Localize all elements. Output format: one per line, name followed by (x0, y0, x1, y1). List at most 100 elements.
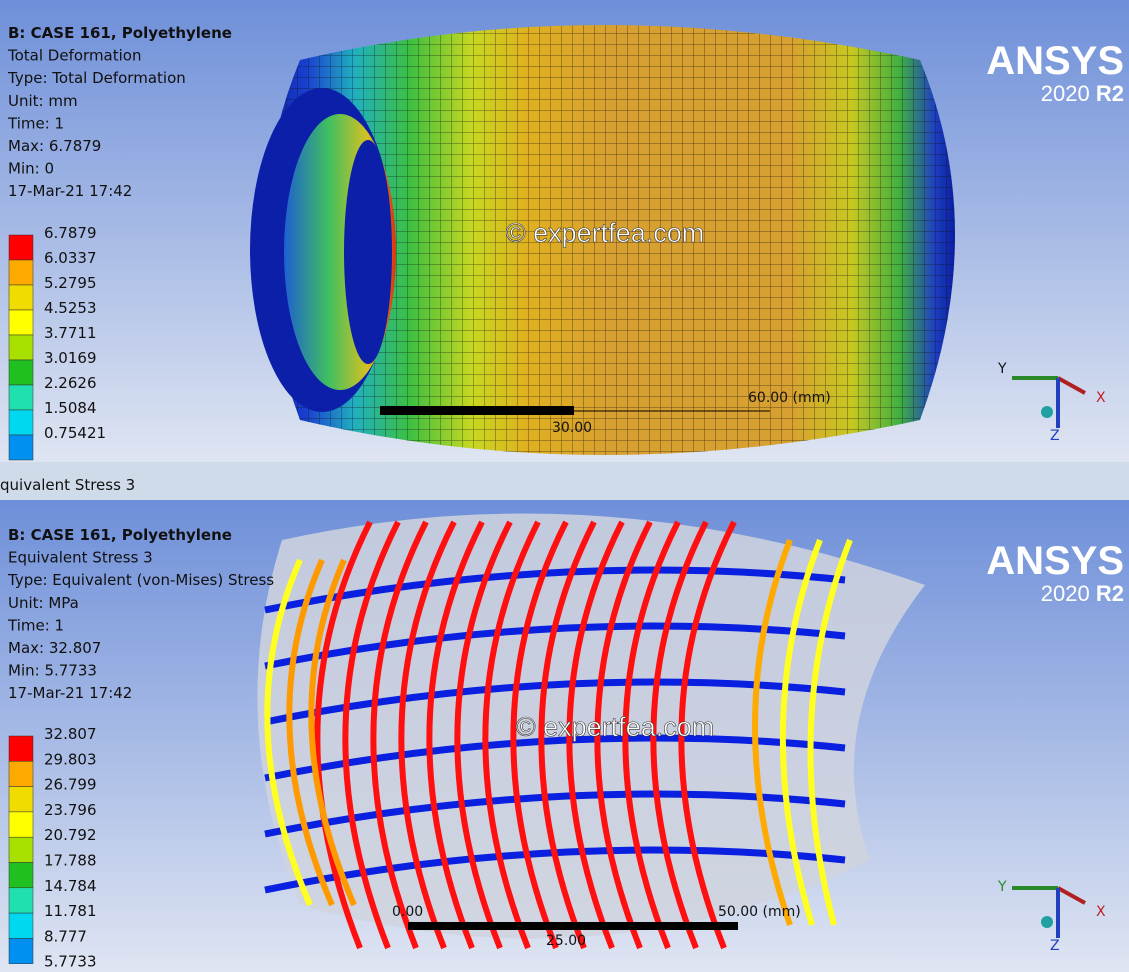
watermark: © expertfea.com (506, 218, 704, 248)
legend-swatch (8, 938, 34, 964)
stress-rib (678, 520, 737, 950)
release: R2 (1096, 581, 1124, 606)
legend-label: 14.784 (44, 877, 97, 895)
legend-swatch (8, 811, 34, 838)
legend-swatch (8, 359, 34, 386)
stress-rib (370, 520, 429, 950)
legend-label: 2.2626 (44, 374, 97, 392)
header-line: 17-Mar-21 17:42 (8, 182, 132, 200)
header-line: Equivalent Stress 3 (8, 549, 153, 567)
stress-model (257, 513, 925, 950)
axis-label: X (1096, 390, 1106, 406)
header-line: Max: 32.807 (8, 639, 101, 657)
header-line: Min: 0 (8, 160, 54, 178)
legend-label: 11.781 (44, 902, 97, 920)
header-line: Unit: MPa (8, 594, 79, 612)
legend-label: 5.2795 (44, 274, 97, 292)
tab-bar (0, 462, 1129, 500)
stress-rib (426, 520, 485, 950)
header-line: Unit: mm (8, 92, 78, 110)
legend-label: 8.777 (44, 927, 87, 945)
header-title: B: CASE 161, Polyethylene (8, 24, 232, 42)
legend-label: 29.803 (44, 750, 97, 768)
legend-swatch (8, 862, 34, 889)
stress-rib (264, 558, 313, 907)
stress-hoop (264, 846, 846, 894)
scale-label: 25.00 (546, 933, 586, 949)
barrel-model (250, 25, 955, 455)
legend-label: 20.792 (44, 826, 97, 844)
header-title: B: CASE 161, Polyethylene (8, 526, 232, 544)
header-line: Total Deformation (7, 47, 141, 65)
legend-label: 3.0169 (44, 349, 97, 367)
axis-label: Z (1050, 938, 1060, 954)
axis-label: X (1096, 904, 1106, 920)
legend-label: 26.799 (44, 776, 97, 794)
version-year: 2020 (1041, 81, 1090, 106)
axis-triad (1012, 376, 1086, 428)
stress-rib (510, 520, 569, 950)
version: 2020 R2 (1041, 81, 1124, 106)
axis-triad (1012, 886, 1086, 938)
stress-rib (807, 538, 853, 926)
stress-rib (752, 538, 793, 926)
legend-swatch (8, 409, 34, 436)
stress-hoop (264, 790, 846, 838)
legend-label: 3.7711 (44, 324, 97, 342)
version-year: 2020 (1041, 581, 1090, 606)
header-line: 17-Mar-21 17:42 (8, 684, 132, 702)
axis-label: Y (997, 361, 1007, 377)
legend-label: 6.7879 (44, 224, 97, 242)
header-line: Type: Equivalent (von-Mises) Stress (7, 571, 274, 589)
stress-rib (482, 520, 541, 950)
legend-label: 6.0337 (44, 249, 97, 267)
legend-swatch (8, 912, 34, 939)
stress-rib (594, 520, 653, 950)
header-line: Time: 1 (7, 114, 64, 132)
stress-rib (454, 520, 513, 950)
legend-swatch (8, 259, 34, 286)
stress-rib (779, 538, 823, 926)
legend-swatch (8, 836, 34, 863)
stress-hoop (264, 566, 846, 614)
header-line: Max: 6.7879 (8, 137, 101, 155)
legend-label: 23.796 (44, 801, 97, 819)
legend-swatch (8, 384, 34, 411)
legend-swatch (8, 309, 34, 336)
stress-rib (650, 520, 709, 950)
legend-swatch (8, 284, 34, 311)
header-line: Min: 5.7733 (8, 662, 97, 680)
legend-swatch (8, 234, 34, 261)
stress-rib (566, 520, 625, 950)
legend-label: 0.75421 (44, 424, 106, 442)
legend-label: 32.807 (44, 725, 97, 743)
stress-rib (314, 520, 373, 950)
legend-swatch (8, 761, 34, 787)
tab-label[interactable]: quivalent Stress 3 (0, 476, 135, 494)
axis-label: Z (1050, 428, 1060, 444)
legend-label: 17.788 (44, 852, 97, 870)
legend-swatch (8, 434, 34, 461)
stress-rib (622, 520, 681, 950)
legend-swatch (8, 887, 34, 914)
release: R2 (1096, 81, 1124, 106)
scale-label: 50.00 (mm) (718, 904, 801, 920)
watermark: © expertfea.com (516, 712, 714, 742)
stress-rib (286, 558, 335, 907)
legend-swatch (8, 786, 34, 813)
scale-label: 30.00 (552, 420, 592, 436)
stress-rib (342, 520, 401, 950)
legend-label: 1.5084 (44, 399, 97, 417)
logo: ANSYS (986, 539, 1124, 583)
scale-label: 60.00 (mm) (748, 390, 831, 406)
stress-rib (308, 558, 357, 907)
scale-bar (408, 922, 738, 930)
stress-rib (538, 520, 597, 950)
axis-label: Y (997, 879, 1007, 895)
scale-label: 0.00 (392, 904, 423, 920)
version: 2020 R2 (1041, 581, 1124, 606)
header-line: Time: 1 (7, 616, 64, 634)
stress-rib (398, 520, 457, 950)
